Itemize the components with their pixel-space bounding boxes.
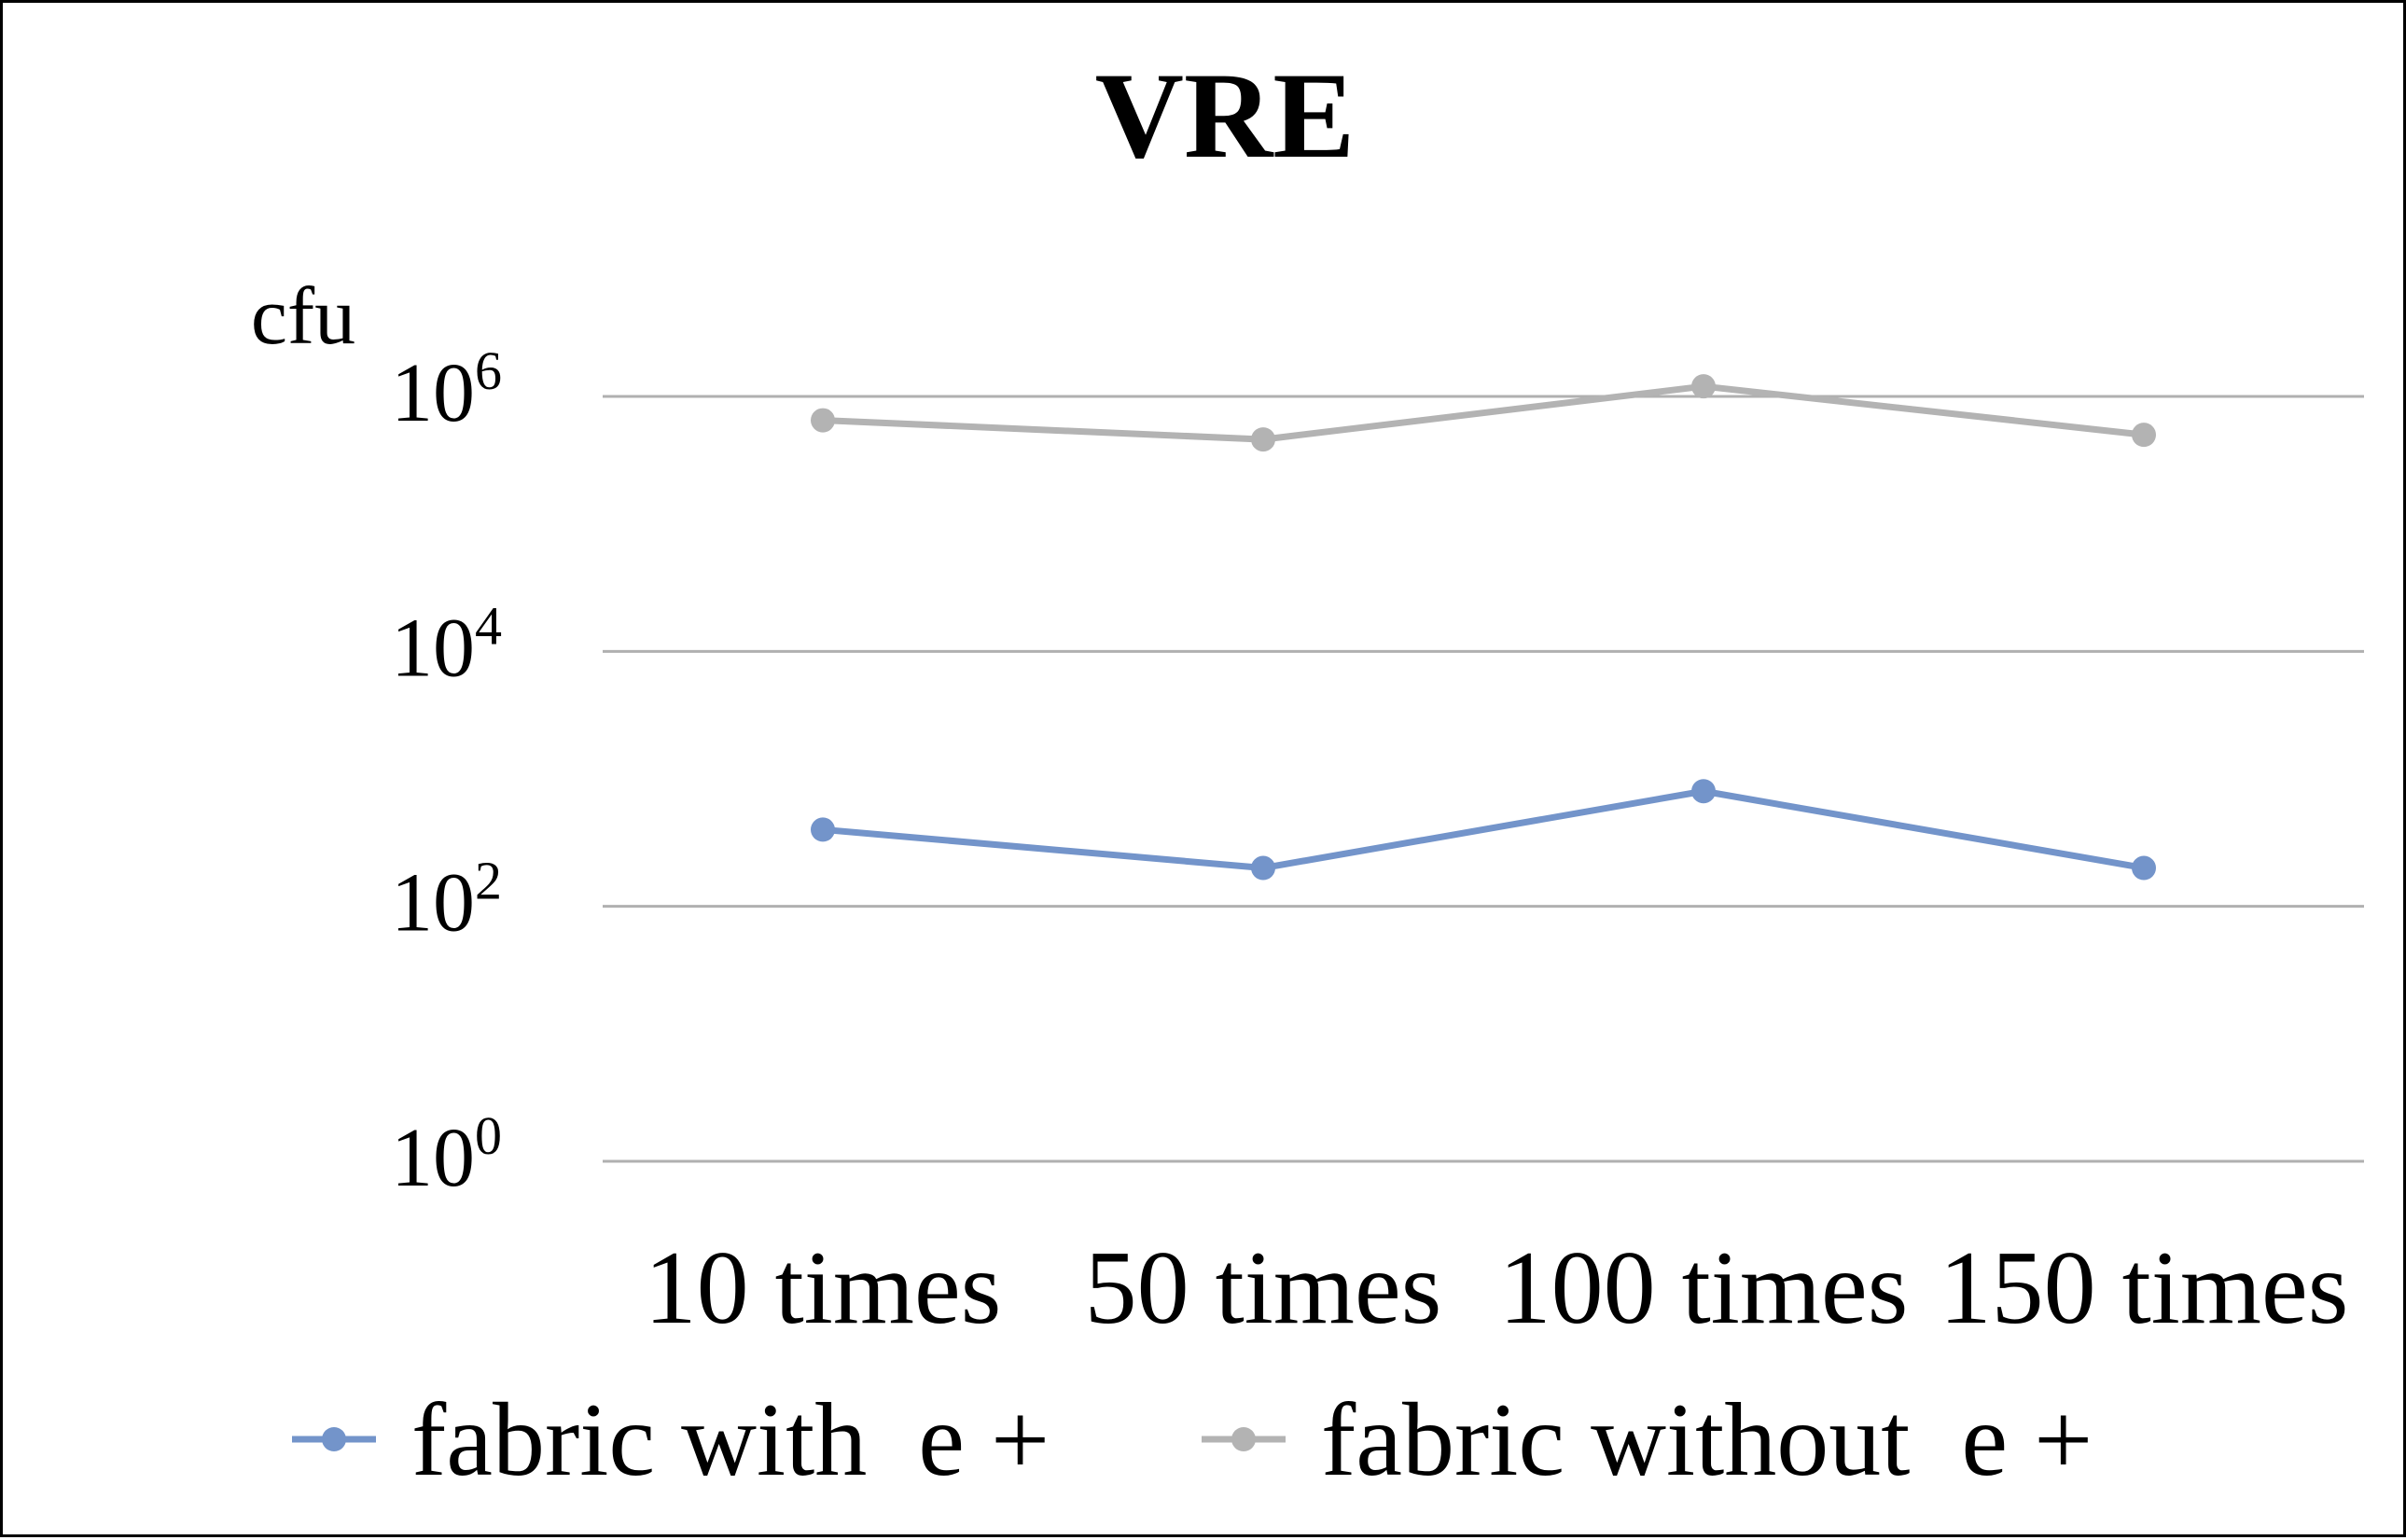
series-0 xyxy=(811,779,2156,881)
y-tick-base: 10 xyxy=(391,602,475,694)
data-point xyxy=(811,817,835,842)
legend-swatch-marker xyxy=(1231,1427,1256,1451)
y-tick-exponent: 2 xyxy=(475,851,502,911)
legend-item-1: fabric without e + xyxy=(1202,1382,2093,1498)
y-axis-unit-label: cfu xyxy=(251,271,355,362)
y-tick-label: 102 xyxy=(391,851,502,950)
legend-item-0: fabric with e + xyxy=(292,1382,1050,1498)
legend-series-symbol: e + xyxy=(918,1382,1050,1498)
y-tick-exponent: 4 xyxy=(475,595,502,656)
data-point xyxy=(1691,374,1716,399)
y-tick-base: 10 xyxy=(391,857,475,950)
y-tick-label: 100 xyxy=(391,1105,502,1204)
x-category-label: 150 times xyxy=(1940,1230,2349,1346)
gridlines xyxy=(603,395,2364,1163)
series-line xyxy=(822,382,2145,443)
legend-label: fabric with e + xyxy=(411,1382,1050,1498)
x-category-label: 10 times xyxy=(645,1230,1002,1346)
data-point xyxy=(1251,427,1275,452)
legend-swatch-marker xyxy=(322,1427,346,1451)
y-tick-label: 106 xyxy=(391,340,502,439)
y-tick-base: 10 xyxy=(391,1112,475,1204)
chart-title: VRE xyxy=(1095,47,1356,184)
y-tick-label: 104 xyxy=(391,595,502,694)
legend-series-name: fabric without xyxy=(1321,1382,1910,1498)
legend-series-name: fabric with xyxy=(411,1382,867,1498)
data-point xyxy=(2132,423,2156,448)
y-tick-base: 10 xyxy=(391,347,475,439)
x-category-labels: 10 times 50 times 100 times 150 times xyxy=(645,1230,2349,1346)
data-point xyxy=(2132,855,2156,881)
data-point xyxy=(1251,855,1275,881)
x-category-label: 50 times xyxy=(1085,1230,1442,1346)
legend-series-symbol: e + xyxy=(1961,1382,2093,1498)
data-point xyxy=(1691,779,1716,804)
series-line xyxy=(822,787,2145,872)
legend-label: fabric without e + xyxy=(1321,1382,2093,1498)
y-tick-exponent: 6 xyxy=(475,340,502,401)
legend: fabric with e + fabric without e + xyxy=(292,1382,2093,1498)
series-lines xyxy=(811,374,2156,881)
y-tick-exponent: 0 xyxy=(475,1105,502,1166)
data-point xyxy=(811,408,835,433)
x-category-label: 100 times xyxy=(1499,1230,1909,1346)
series-1 xyxy=(811,374,2156,452)
